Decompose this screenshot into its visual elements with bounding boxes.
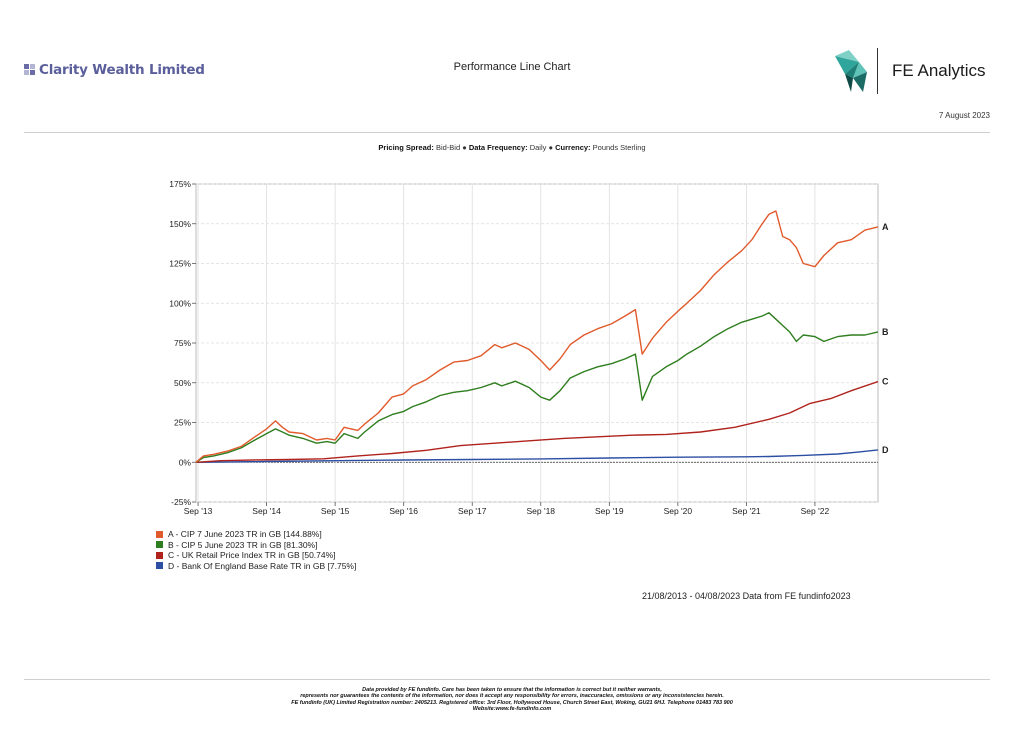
disclaimer-line: represents nor guarantees the contents o… [300, 693, 724, 700]
data-frequency-value: Daily [529, 143, 547, 152]
legend-swatch-a [156, 530, 163, 538]
x-tick-label: Sep '19 [595, 506, 624, 516]
y-tick-label: 0% [179, 457, 192, 467]
x-tick-label: Sep '20 [664, 506, 693, 516]
separator-dot: ● [462, 143, 467, 152]
x-tick-label: Sep '22 [801, 506, 830, 516]
series-line-d [195, 449, 879, 463]
x-tick-label: Sep '15 [321, 506, 350, 516]
brand-name: FE Analytics [892, 61, 986, 80]
y-tick-label: -25% [171, 497, 191, 507]
legend-label-a: A - CIP 7 June 2023 TR in GB [144.88%] [168, 529, 322, 540]
company-logo: Clarity Wealth Limited [24, 62, 205, 78]
x-tick-label: Sep '17 [458, 506, 487, 516]
series-line-b [195, 312, 879, 463]
x-tick-label: Sep '18 [526, 506, 555, 516]
legend-swatch-c [156, 551, 163, 559]
series-end-label-a: A [882, 222, 889, 232]
footer-disclaimer: Data provided by FE fundinfo. Care has b… [0, 687, 1024, 712]
x-tick-label: Sep '16 [389, 506, 418, 516]
series-line-c [195, 380, 879, 463]
y-tick-label: 175% [169, 179, 191, 189]
pricing-info: Pricing Spread: Bid-Bid ● Data Frequency… [0, 143, 1024, 152]
y-tick-label: 100% [169, 298, 191, 308]
y-tick-label: 150% [169, 219, 191, 229]
chart-legend: A - CIP 7 June 2023 TR in GB [144.88%] B… [156, 529, 356, 571]
disclaimer-line: Data provided by FE fundinfo. Care has b… [362, 687, 662, 693]
disclaimer-website: Website:www.fe-fundinfo.com [472, 705, 552, 712]
page-title: Performance Line Chart [453, 61, 571, 73]
y-tick-label: 50% [174, 378, 191, 388]
logo-divider [877, 48, 878, 94]
series-line-a [195, 210, 879, 463]
currency-value: Pounds Sterling [592, 143, 646, 152]
data-frequency-label: Data Frequency: [468, 143, 528, 152]
performance-line-chart: -25% 0% 25% 50% 75% 100% 125% 150% 175% Sep '13 Se… [169, 179, 889, 516]
series-end-label-d: D [882, 445, 889, 455]
date-range-source: 21/08/2013 - 04/08/2023 Data from FE fun… [642, 591, 851, 601]
x-tick-label: Sep '14 [252, 506, 281, 516]
legend-label-c: C - UK Retail Price Index TR in GB [50.7… [168, 550, 336, 561]
legend-item-a: A - CIP 7 June 2023 TR in GB [144.88%] [156, 529, 356, 540]
y-tick-label: 125% [169, 259, 191, 269]
pricing-spread-value: Bid-Bid [435, 143, 461, 152]
report-date: 7 August 2023 [938, 111, 990, 120]
series-end-label-c: C [882, 377, 889, 387]
fe-analytics-logo: FE Analytics [833, 48, 986, 94]
legend-item-b: B - CIP 5 June 2023 TR in GB [81.30%] [156, 540, 356, 551]
header-divider [24, 132, 990, 133]
legend-item-c: C - UK Retail Price Index TR in GB [50.7… [156, 550, 356, 561]
currency-label: Currency: [555, 143, 591, 152]
series-end-label-b: B [882, 327, 889, 337]
footer-divider [24, 679, 990, 680]
disclaimer-line: FE fundinfo (UK) Limited Registration nu… [291, 699, 733, 706]
legend-swatch-d [156, 562, 163, 570]
company-logo-text: Clarity Wealth Limited [39, 62, 205, 78]
legend-label-d: D - Bank Of England Base Rate TR in GB [… [168, 560, 357, 571]
fe-logo-icon [835, 50, 867, 92]
legend-item-d: D - Bank Of England Base Rate TR in GB [… [156, 561, 356, 572]
legend-label-b: B - CIP 5 June 2023 TR in GB [81.30%] [168, 539, 318, 550]
company-logo-icon [24, 64, 36, 76]
y-tick-label: 75% [174, 338, 191, 348]
legend-swatch-b [156, 541, 163, 549]
pricing-spread-label: Pricing Spread: [378, 143, 434, 152]
x-tick-label: Sep '21 [732, 506, 761, 516]
y-tick-label: 25% [174, 418, 191, 428]
x-tick-label: Sep '13 [184, 506, 213, 516]
separator-dot: ● [548, 143, 554, 152]
